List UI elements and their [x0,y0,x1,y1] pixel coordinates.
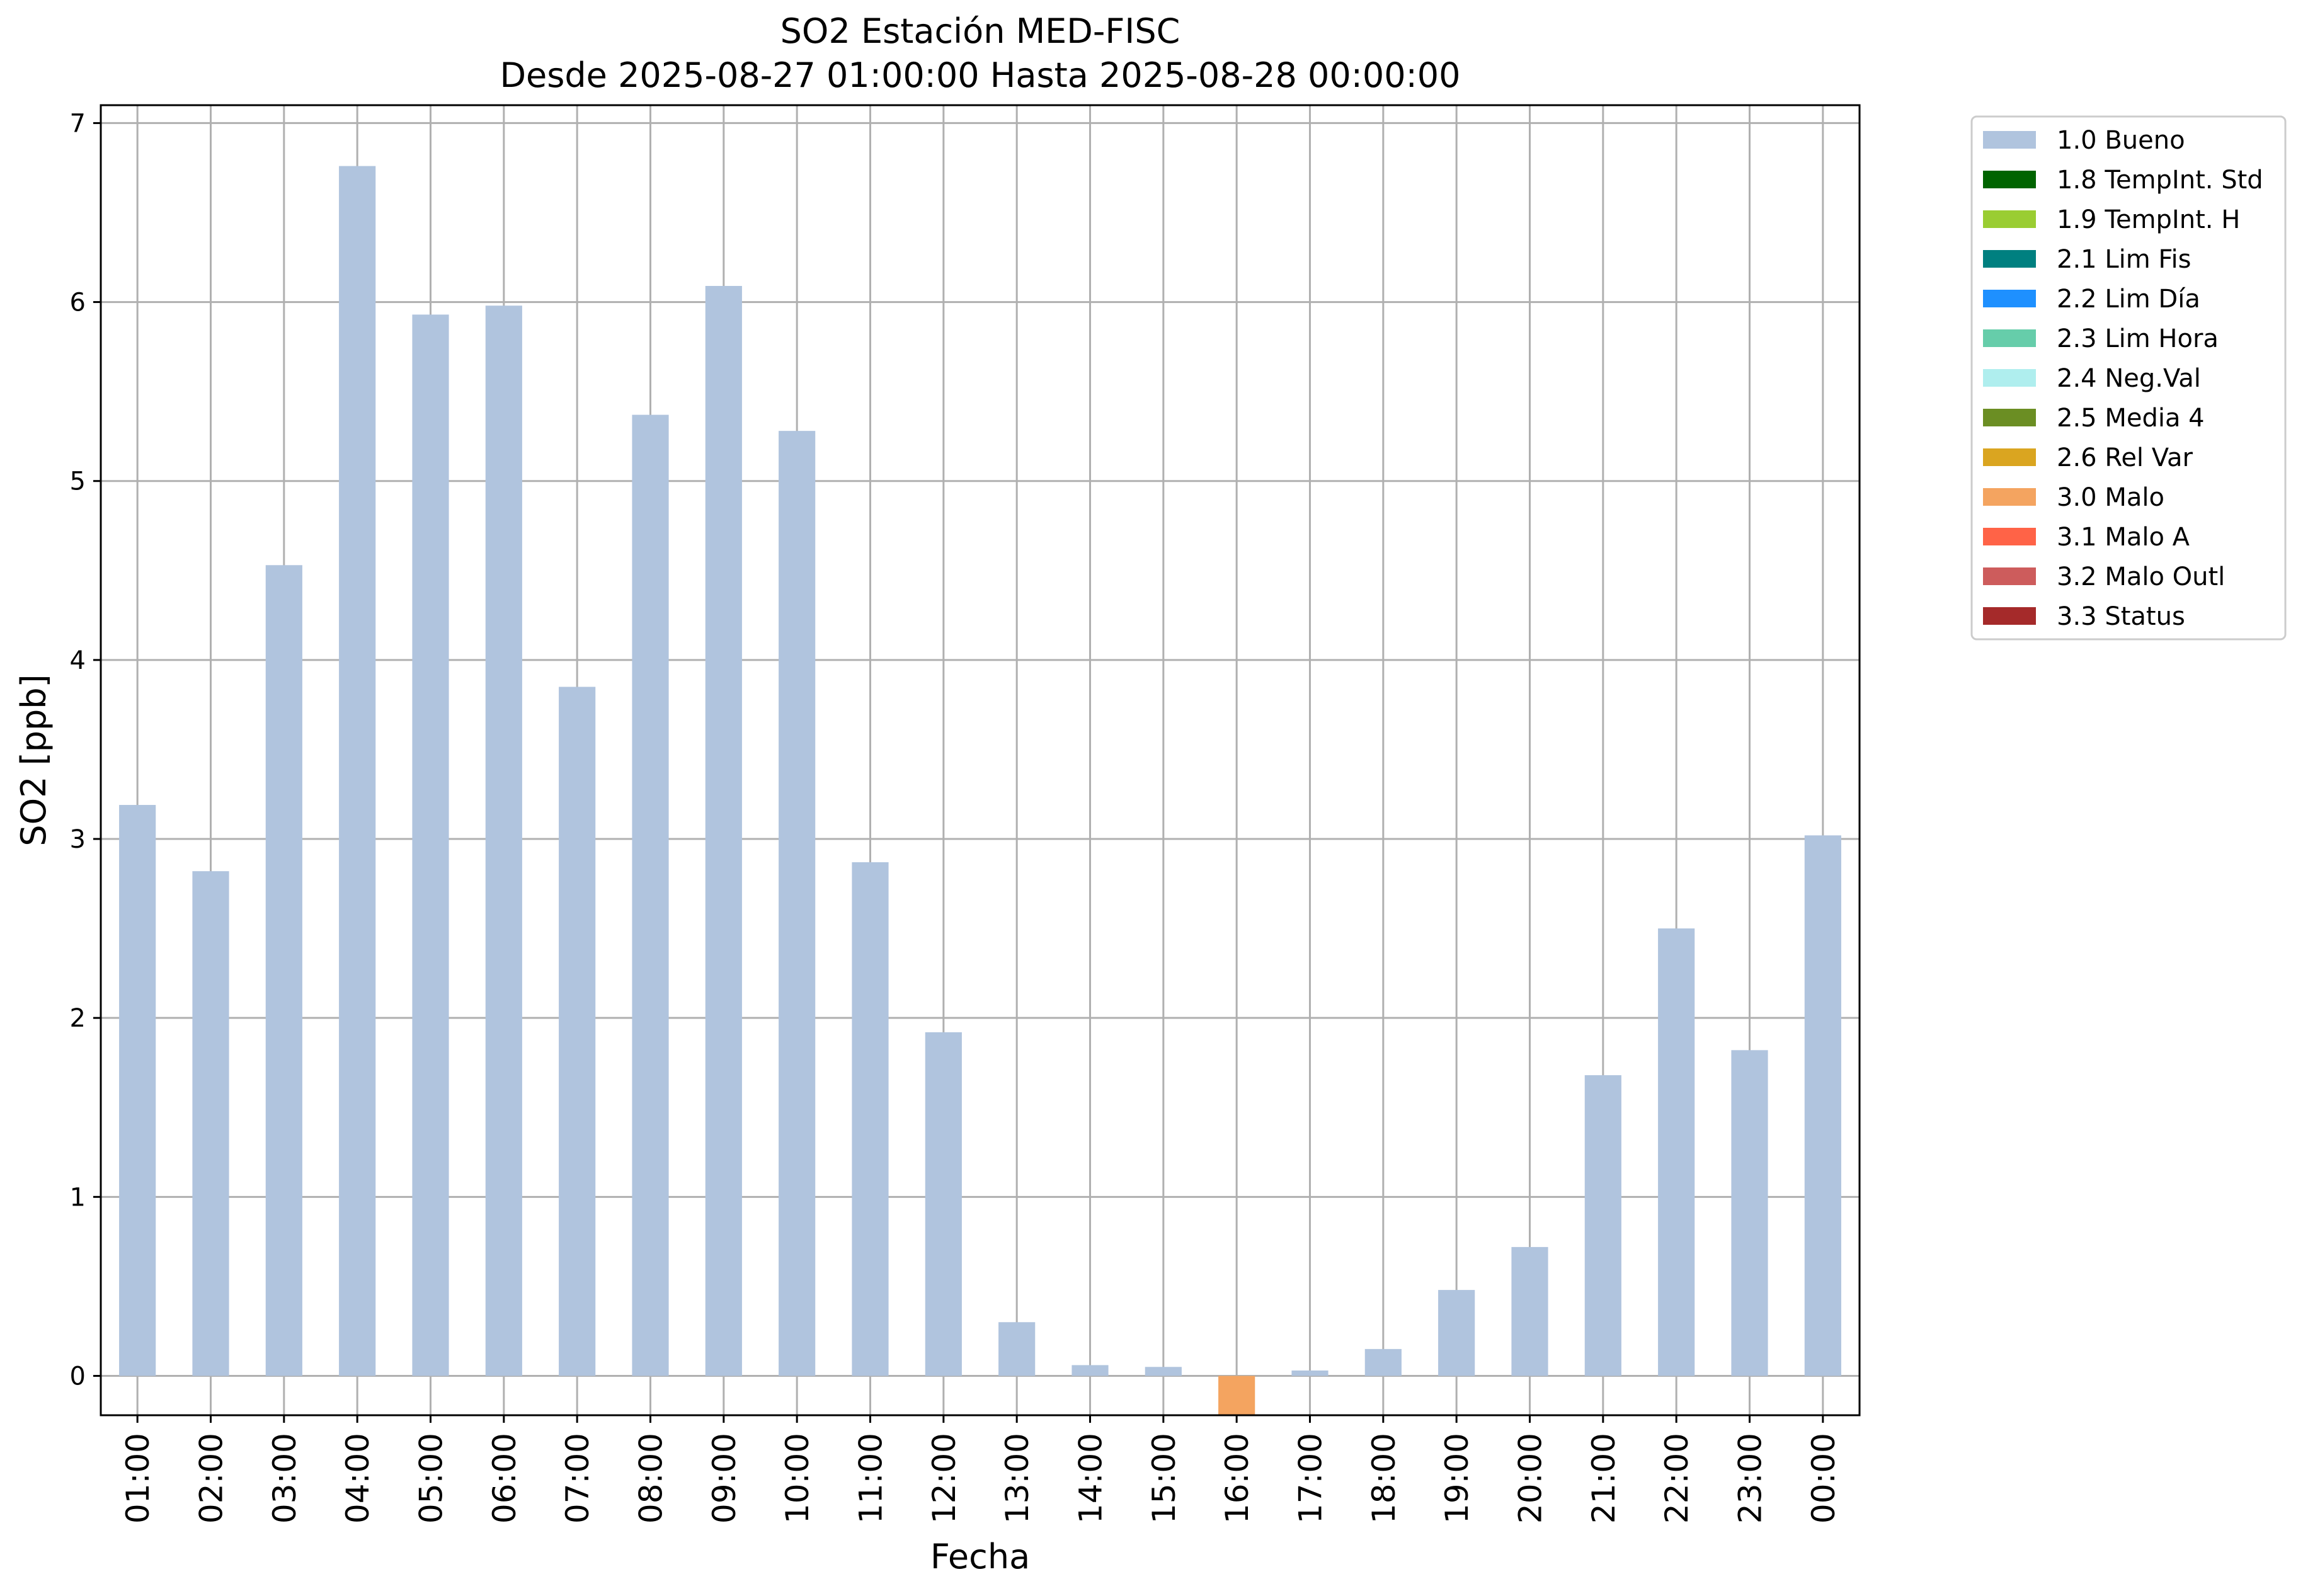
legend-swatch [1983,210,2036,228]
bar-1200 [925,1032,962,1376]
bar-1500 [1145,1367,1182,1376]
legend-swatch [1983,369,2036,387]
legend: 1.0 Bueno 1.8 TempInt. Std 1.9 TempInt. H 2… [1970,115,2287,641]
bar-1700 [1291,1370,1329,1376]
bar-1300 [998,1322,1036,1376]
legend-label: 2.6 Rel Var [2057,443,2193,472]
bar-0700 [559,687,596,1376]
bar-0900 [705,285,742,1376]
chart-subtitle: Desde 2025-08-27 01:00:00 Hasta 2025-08-… [500,55,1460,95]
legend-swatch [1983,250,2036,268]
y-tick-label: 1 [70,1183,86,1212]
legend-frame [1970,115,2287,641]
y-tick-label: 4 [70,646,86,675]
y-tick-label: 5 [70,467,86,496]
bar-1400 [1071,1365,1109,1376]
x-tick-label: 23:00 [1732,1433,1769,1524]
legend-label: 3.3 Status [2057,602,2185,631]
chart-title: SO2 Estación MED-FISC [780,11,1180,51]
legend-label: 1.8 TempInt. Std [2057,166,2263,195]
bar-0500 [412,314,449,1376]
legend-label: 2.4 Neg.Val [2057,364,2201,393]
legend-swatch [1983,171,2036,188]
x-axis: 01:00 02:00 03:00 04:00 05:00 06:00 07:00 08:00… [120,1415,1842,1524]
x-tick-label: 08:00 [633,1433,670,1524]
legend-label: 2.2 Lim Día [2057,285,2200,314]
bar-1600 [1218,1376,1255,1415]
x-tick-label: 16:00 [1219,1433,1255,1524]
legend-swatch [1983,528,2036,545]
y-tick-label: 7 [70,109,86,138]
x-tick-label: 02:00 [193,1433,230,1524]
x-tick-label: 10:00 [779,1433,816,1524]
bar-2200 [1658,928,1695,1376]
legend-label: 2.1 Lim Fis [2057,245,2191,274]
x-tick-label: 05:00 [413,1433,450,1524]
x-tick-label: 19:00 [1439,1433,1475,1524]
x-tick-label: 09:00 [706,1433,743,1524]
bar-0100 [119,805,156,1376]
bar-2300 [1731,1050,1768,1376]
x-tick-label: 18:00 [1366,1433,1402,1524]
x-tick-label: 01:00 [120,1433,156,1524]
legend-swatch [1983,607,2036,625]
x-tick-label: 00:00 [1805,1433,1842,1524]
x-tick-label: 11:00 [853,1433,889,1524]
x-axis-label: Fecha [930,1537,1030,1576]
bar-0200 [192,871,229,1376]
x-tick-label: 12:00 [926,1433,963,1524]
bar-1900 [1438,1290,1475,1376]
bar-0300 [265,565,302,1376]
legend-swatch [1983,329,2036,347]
x-tick-label: 07:00 [559,1433,596,1524]
legend-swatch [1983,448,2036,466]
y-tick-label: 3 [70,825,86,854]
legend-swatch [1983,131,2036,149]
x-tick-label: 17:00 [1293,1433,1329,1524]
x-tick-label: 13:00 [999,1433,1036,1524]
bar-1000 [779,431,816,1376]
x-tick-label: 20:00 [1512,1433,1549,1524]
legend-label: 3.1 Malo A [2057,523,2190,552]
bar-0600 [485,305,522,1376]
x-tick-label: 21:00 [1586,1433,1622,1524]
legend-swatch [1983,567,2036,585]
bar-0000 [1804,835,1841,1376]
legend-label: 3.0 Malo [2057,483,2164,512]
legend-swatch [1983,488,2036,506]
bar-0800 [632,414,669,1376]
x-tick-label: 06:00 [486,1433,523,1524]
x-tick-label: 03:00 [266,1433,303,1524]
x-tick-label: 22:00 [1659,1433,1695,1524]
plot-frame [100,104,1861,1416]
bar-1800 [1364,1348,1402,1376]
bars [119,166,1841,1415]
y-tick-label: 6 [70,288,86,317]
legend-label: 2.5 Media 4 [2057,404,2205,433]
x-tick-label: 14:00 [1073,1433,1109,1524]
legend-label: 3.2 Malo Outl [2057,562,2225,591]
legend-swatch [1983,409,2036,426]
bar-1100 [852,862,889,1376]
y-tick-label: 0 [70,1362,86,1391]
bar-2000 [1511,1246,1548,1376]
bar-0400 [339,166,376,1376]
x-tick-label: 04:00 [340,1433,376,1524]
x-tick-label: 15:00 [1146,1433,1182,1524]
y-tick-label: 2 [70,1004,86,1033]
legend-label: 1.0 Bueno [2057,126,2185,155]
legend-label: 2.3 Lim Hora [2057,324,2219,353]
legend-swatch [1983,290,2036,307]
y-axis: 0 1 2 3 4 5 6 7 [70,109,101,1391]
bar-2100 [1584,1075,1621,1376]
legend-label: 1.9 TempInt. H [2057,205,2240,234]
y-axis-label: SO2 [ppb] [14,674,54,846]
